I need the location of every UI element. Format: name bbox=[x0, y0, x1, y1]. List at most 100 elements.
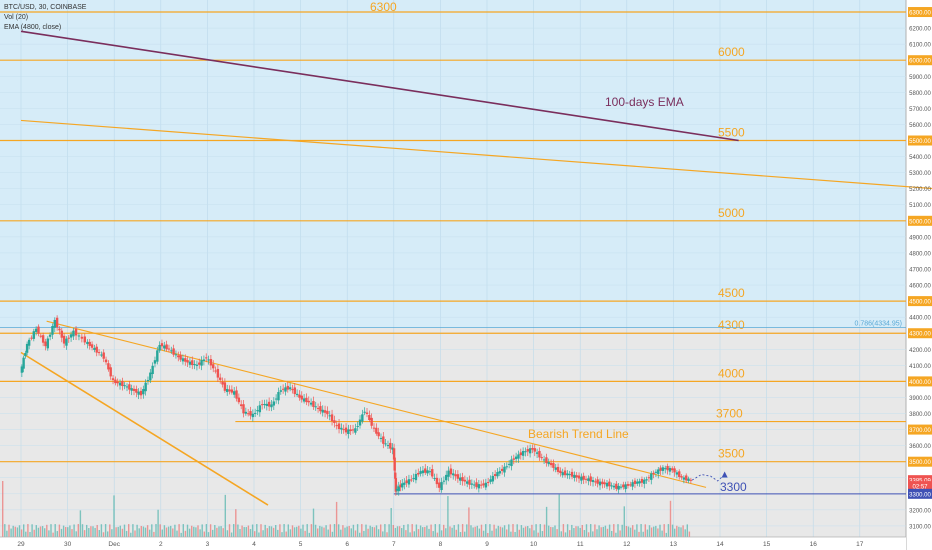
candle-body bbox=[594, 481, 597, 483]
volume-bar bbox=[552, 527, 554, 537]
candle-body bbox=[65, 338, 68, 346]
candle-body bbox=[405, 480, 408, 484]
volume-bar bbox=[398, 526, 401, 537]
volume-bar bbox=[476, 525, 478, 537]
candle-body bbox=[505, 466, 509, 468]
volume-bar bbox=[623, 506, 625, 537]
volume-bar bbox=[176, 530, 178, 537]
volume-bar bbox=[373, 527, 376, 537]
volume-bar bbox=[293, 527, 296, 537]
candle-body bbox=[540, 457, 543, 459]
volume-bar bbox=[260, 524, 262, 537]
volume-bar bbox=[107, 531, 109, 537]
candle-body bbox=[328, 415, 331, 417]
volume-bar bbox=[325, 525, 327, 537]
volume-bar bbox=[218, 526, 220, 537]
volume-bar bbox=[491, 530, 493, 537]
volume-bar bbox=[56, 531, 58, 537]
volume-bar bbox=[451, 527, 453, 537]
volume-bar bbox=[212, 529, 214, 537]
volume-bar bbox=[537, 532, 539, 537]
candle-body bbox=[62, 335, 66, 344]
volume-bar bbox=[281, 532, 283, 537]
candle-body bbox=[137, 391, 140, 395]
volume-bar bbox=[54, 524, 56, 537]
volume-bar bbox=[104, 524, 107, 537]
candle-body bbox=[232, 391, 236, 395]
volume-bar bbox=[430, 524, 432, 537]
candle-body bbox=[664, 468, 667, 470]
volume-bar bbox=[354, 530, 357, 537]
level-label-5000: 5000 bbox=[718, 206, 745, 220]
volume-bar bbox=[254, 531, 256, 537]
volume-bar bbox=[342, 525, 344, 537]
legend-volume: Vol (20) bbox=[4, 14, 29, 21]
volume-bar bbox=[195, 527, 197, 537]
candle-body bbox=[475, 482, 478, 488]
volume-bar bbox=[472, 527, 474, 537]
volume-bar bbox=[566, 524, 569, 537]
volume-bar bbox=[48, 530, 50, 537]
volume-bar bbox=[413, 531, 415, 537]
volume-bar bbox=[71, 529, 73, 537]
candle-body bbox=[123, 385, 126, 387]
volume-bar bbox=[543, 524, 546, 537]
candle-body bbox=[496, 472, 499, 477]
candle-body bbox=[549, 462, 553, 466]
candle-body bbox=[486, 481, 490, 483]
price-axis-tag-label: 4500.00 bbox=[909, 300, 931, 306]
volume-bar bbox=[524, 526, 527, 537]
candle-body bbox=[615, 483, 618, 489]
candle-body bbox=[433, 477, 436, 479]
candle-body bbox=[351, 429, 355, 431]
volume-bar bbox=[216, 527, 218, 537]
price-axis-label: 4200.00 bbox=[909, 348, 931, 354]
candle-body bbox=[524, 451, 527, 453]
volume-bar bbox=[520, 525, 523, 537]
candle-body bbox=[454, 474, 457, 477]
volume-bar bbox=[258, 532, 260, 537]
candle-body bbox=[636, 481, 639, 484]
volume-bar bbox=[459, 532, 462, 537]
candle-body bbox=[417, 472, 420, 475]
volume-bar bbox=[646, 529, 649, 537]
price-axis-label: 5800.00 bbox=[909, 91, 931, 97]
volume-bar bbox=[388, 524, 390, 537]
volume-bar bbox=[642, 531, 644, 537]
candle-body bbox=[431, 469, 434, 477]
volume-bar bbox=[556, 529, 558, 537]
volume-bar bbox=[482, 530, 485, 537]
candle-body bbox=[393, 457, 396, 471]
candle-body bbox=[512, 458, 515, 460]
volume-bar bbox=[14, 526, 16, 537]
candle-body bbox=[397, 486, 400, 492]
candle-body bbox=[528, 448, 532, 454]
candle-body bbox=[491, 475, 495, 482]
volume-bar bbox=[344, 527, 346, 537]
candle-body bbox=[260, 404, 264, 406]
volume-bar bbox=[503, 525, 506, 537]
volume-bar bbox=[487, 532, 489, 537]
volume-bar bbox=[627, 526, 630, 537]
candle-body bbox=[589, 476, 592, 482]
price-axis-tag bbox=[908, 328, 932, 339]
volume-bar bbox=[587, 532, 590, 537]
candle-body bbox=[58, 328, 61, 331]
candle-body bbox=[377, 432, 380, 437]
candle-body bbox=[156, 350, 159, 362]
candle-body bbox=[626, 484, 630, 486]
candle-body bbox=[445, 474, 448, 481]
candle-body bbox=[209, 359, 213, 366]
candle-body bbox=[151, 365, 154, 375]
candle-body bbox=[561, 472, 564, 476]
candle-body bbox=[608, 481, 611, 487]
price-axis-tag-label: 6000.00 bbox=[909, 59, 931, 65]
candle-body bbox=[389, 442, 392, 449]
volume-bar bbox=[174, 524, 176, 537]
volume-bar bbox=[518, 529, 520, 537]
price-axis-tag-label: 5000.00 bbox=[909, 219, 931, 225]
volume-bar bbox=[25, 531, 27, 537]
candle-body bbox=[135, 388, 138, 393]
volume-bar bbox=[363, 530, 365, 537]
